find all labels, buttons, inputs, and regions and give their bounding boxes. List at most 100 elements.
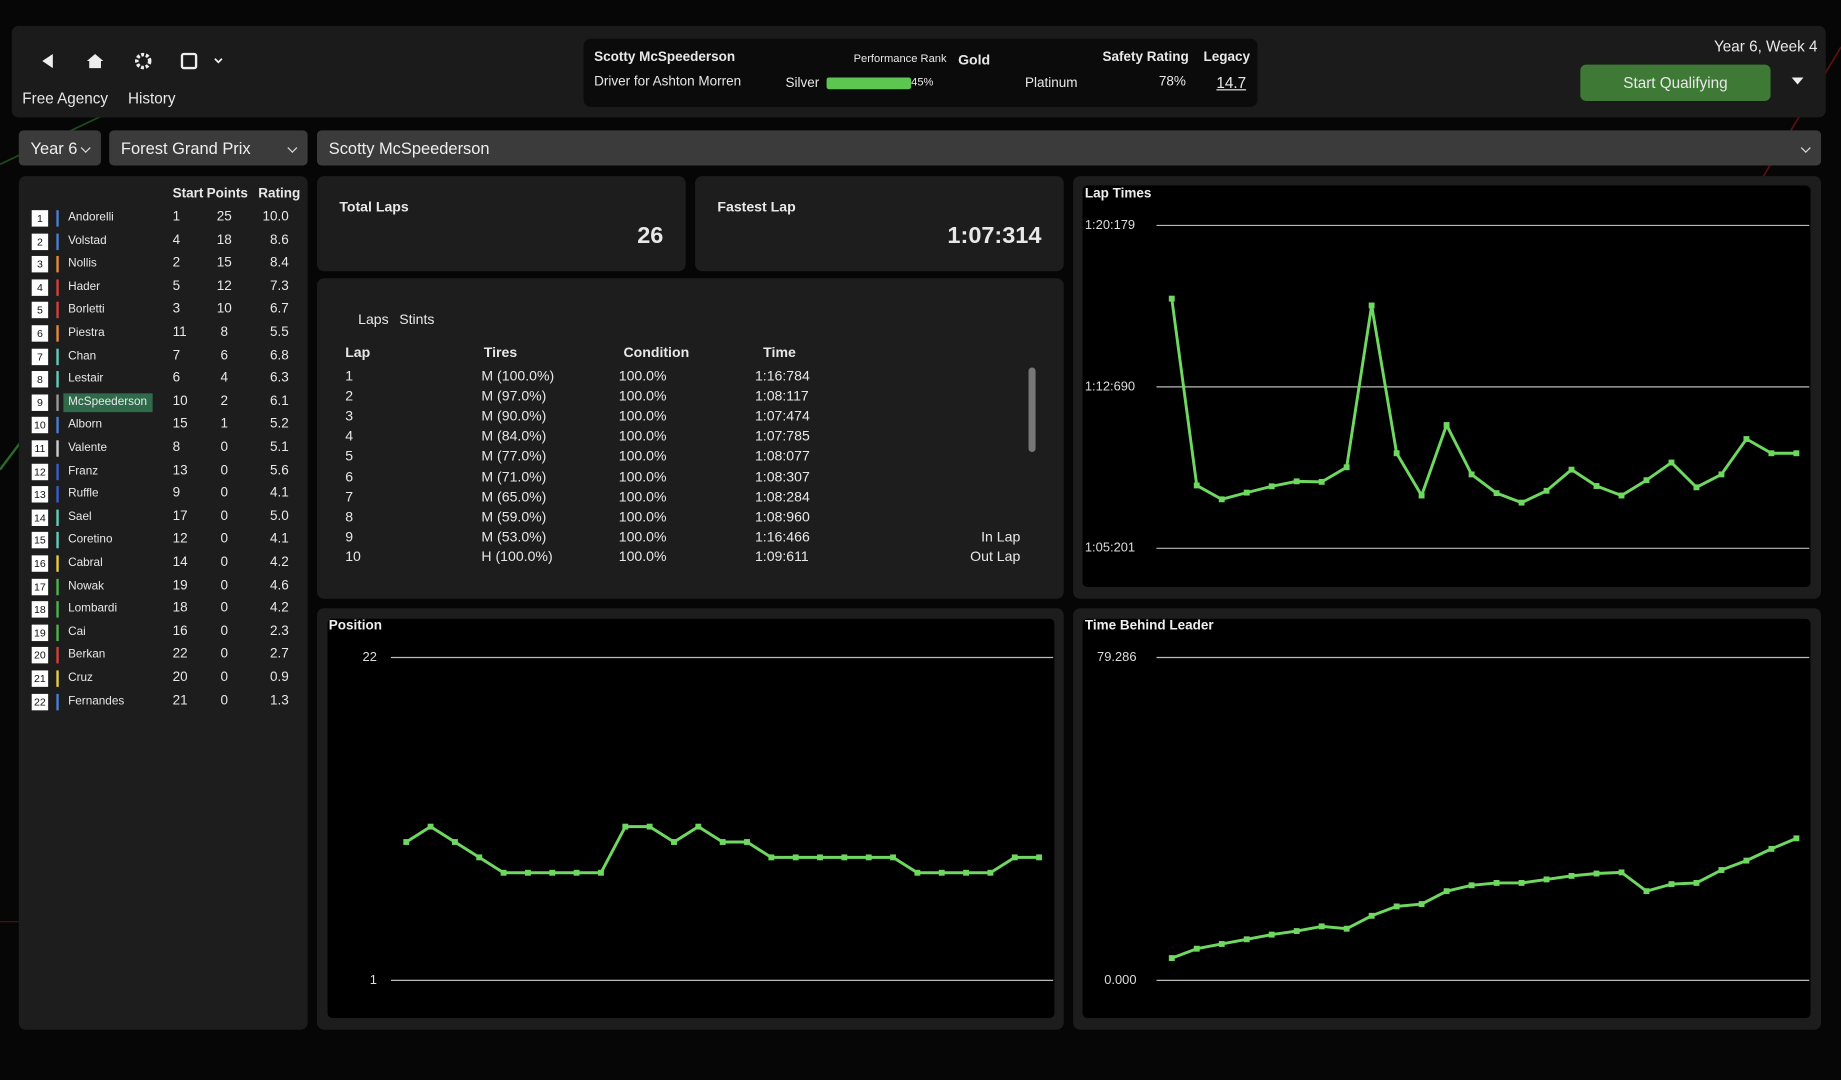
team-stripe (56, 486, 59, 503)
home-button[interactable] (86, 54, 104, 69)
y-tick-label: 1:05:201 (1085, 540, 1135, 555)
point (1743, 857, 1750, 864)
back-button[interactable] (42, 54, 53, 69)
lap: 3 (345, 407, 354, 425)
stat-value: 26 (637, 223, 664, 249)
team-stripe (56, 463, 59, 480)
lap: 8 (345, 508, 354, 525)
column-header: Tires (483, 344, 518, 361)
date: Year 6, Week 4 (1713, 37, 1818, 56)
driver-name[interactable]: Nollis (68, 257, 97, 271)
stat-label: Total Laps (339, 198, 409, 215)
position-badge: 2 (31, 233, 49, 250)
rating: 6.1 (270, 394, 289, 409)
point (427, 823, 434, 830)
point (695, 823, 702, 830)
start: 3 (172, 302, 181, 317)
tab[interactable]: Laps (358, 311, 389, 328)
point (1418, 492, 1425, 499)
team-stripe (56, 302, 59, 319)
tab[interactable]: Stints (399, 311, 435, 328)
rank-progress-track: 45% (826, 76, 1015, 90)
point (1393, 450, 1400, 457)
driver-name[interactable]: Sael (68, 510, 92, 524)
driver-name[interactable]: Chan (68, 349, 97, 363)
stat-value: 1:07:314 (947, 223, 1042, 249)
driver-name[interactable]: Valente (68, 441, 108, 455)
points: 2 (220, 394, 229, 409)
point (1643, 477, 1650, 484)
driver-name[interactable]: Andorelli (68, 211, 114, 225)
driver-name[interactable]: Hader (68, 280, 101, 294)
scrollbar[interactable] (1028, 367, 1036, 453)
start-qualifying-button[interactable]: Start Qualifying (1580, 64, 1771, 101)
time: 1:08:117 (754, 387, 809, 405)
driver-name[interactable]: Franz (68, 464, 99, 478)
driver-name[interactable]: Cruz (68, 671, 93, 685)
tires: M (84.0%) (481, 427, 547, 445)
y-tick-label: 1:20:179 (1085, 217, 1135, 232)
driver-name[interactable]: McSpeederson (68, 395, 148, 409)
rating: 8.6 (270, 233, 289, 248)
point (573, 869, 580, 876)
lap: 7 (345, 487, 354, 505)
point (1243, 489, 1250, 496)
driver-name[interactable]: Lestair (68, 372, 104, 386)
point (1168, 955, 1175, 962)
column-header: Start (172, 186, 204, 201)
point (719, 839, 726, 845)
driver-name[interactable]: Volstad (68, 234, 107, 248)
year-select[interactable]: Year 6 (18, 130, 101, 166)
team-stripe (56, 601, 59, 618)
point (1493, 490, 1500, 497)
point (1518, 499, 1525, 506)
driver-name[interactable]: Nowak (68, 579, 105, 593)
team-stripe (56, 371, 59, 388)
point (1593, 870, 1600, 877)
column-header: Lap (345, 344, 371, 361)
y-tick-label: 0.000 (1104, 972, 1136, 987)
point (646, 823, 653, 830)
driver-name[interactable]: Alborn (68, 418, 103, 432)
button-menu[interactable] (1789, 75, 1805, 87)
start: 17 (172, 509, 188, 524)
point (476, 854, 483, 861)
time: 1:07:785 (754, 427, 810, 445)
driver-name[interactable]: Lombardi (68, 602, 118, 616)
driver-name[interactable]: Fernandes (68, 694, 125, 708)
point (403, 839, 410, 845)
time: 1:08:284 (754, 487, 810, 505)
driver-select[interactable]: Scotty McSpeederson (317, 130, 1822, 166)
point (1468, 882, 1475, 889)
settings-button[interactable] (135, 52, 152, 70)
driver-name[interactable]: Cai (68, 625, 86, 639)
nav-link[interactable]: Free Agency (22, 89, 109, 107)
race-select[interactable]: Forest Grand Prix (109, 130, 308, 166)
tires: M (59.0%) (481, 508, 547, 525)
position-badge: 15 (31, 532, 49, 549)
legacy-value[interactable]: 14.7 (1216, 73, 1247, 92)
team-stripe (56, 509, 59, 526)
point (1668, 881, 1675, 888)
save-menu[interactable] (214, 58, 223, 64)
save-button[interactable] (180, 52, 198, 70)
nav-link[interactable]: History (127, 89, 176, 107)
tires: M (53.0%) (481, 528, 547, 545)
driver-name[interactable]: Berkan (68, 648, 106, 662)
driver-name[interactable]: Cabral (68, 556, 103, 570)
point (1568, 466, 1575, 473)
team-stripe (56, 693, 59, 710)
rating: 5.0 (270, 509, 289, 524)
point (1011, 854, 1018, 861)
driver-name[interactable]: Ruffle (68, 487, 99, 501)
points: 0 (220, 440, 229, 455)
driver-name[interactable]: Piestra (68, 326, 105, 340)
team-stripe (56, 325, 59, 342)
points: 15 (216, 256, 232, 271)
rating: 4.1 (270, 486, 289, 501)
point (622, 823, 629, 830)
point (1543, 876, 1550, 883)
driver-name[interactable]: Borletti (68, 303, 105, 317)
driver-name[interactable]: Coretino (68, 533, 113, 547)
point (1718, 471, 1725, 478)
